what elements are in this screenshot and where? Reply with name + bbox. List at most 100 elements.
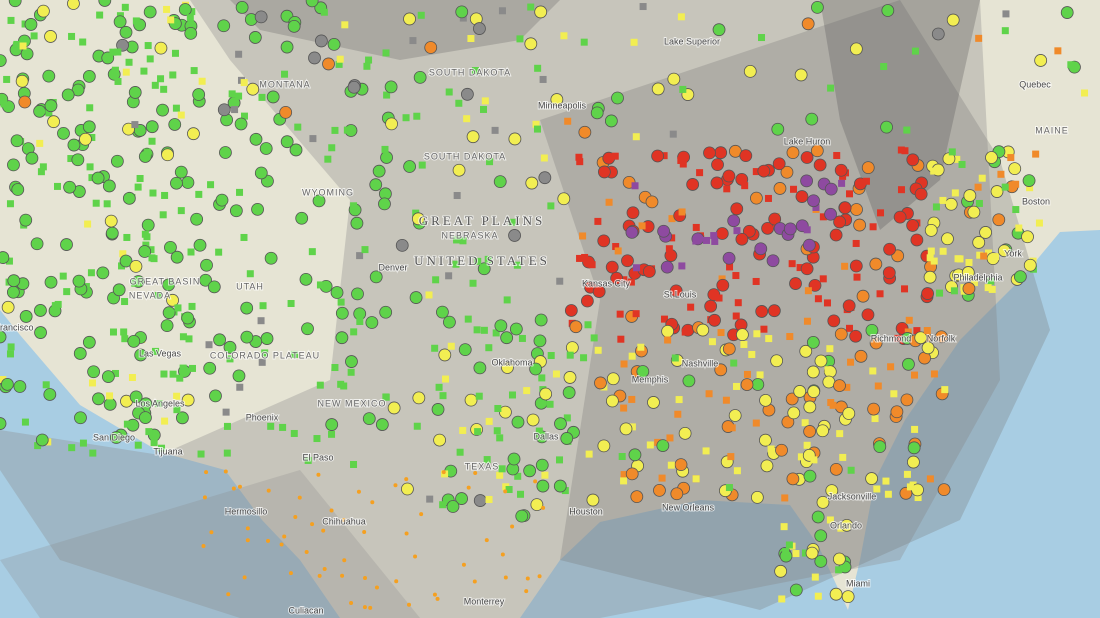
monitor-marker [992,213,1006,227]
monitor-marker [865,472,879,485]
sensor-marker [992,253,1000,261]
sensor-marker [205,341,213,349]
monitor-marker [335,306,349,320]
sensor-marker [123,233,131,241]
sensor-marker [223,449,231,457]
sensor-marker [764,194,772,202]
monitor-marker [34,304,47,317]
sensor-marker [620,404,628,412]
sensor-marker [936,289,944,297]
sensor-marker [464,315,472,323]
monitor-marker [793,385,807,398]
sensor-marker [503,296,511,304]
place-label: UNITED STATES [414,253,550,268]
monitor-marker [523,464,537,478]
sensor-marker [547,352,555,360]
sensor-marker [984,284,992,292]
monitor-marker [840,518,854,532]
monitor-marker [900,393,914,407]
monitor-marker [941,232,954,246]
monitor-marker [109,431,123,444]
monitor-marker [1008,162,1022,176]
sensor-marker [226,355,234,363]
monitor-marker [708,313,721,327]
monitor-marker [170,176,183,190]
monitor-marker [842,299,856,313]
monitor-marker [74,411,87,425]
monitor-marker [535,458,549,472]
monitor-marker [807,194,820,208]
place-label: Nashville [682,358,719,368]
fire-marker [484,538,489,543]
sensor-marker [514,472,522,480]
monitor-marker [854,349,868,363]
sensor-marker [169,370,177,378]
sensor-marker [291,350,299,358]
monitor-marker [625,225,639,239]
sensor-marker [279,423,287,431]
monitor-marker [0,54,7,68]
monitor-marker [873,440,887,454]
sensor-marker [904,328,912,336]
monitor-marker [816,424,830,438]
fire-marker [370,500,375,505]
monitor-marker [670,487,684,501]
sensor-marker [732,312,740,320]
monitor-marker [529,362,543,376]
monitor-marker [967,205,981,219]
monitor-marker [35,433,49,447]
place-label: GREAT PLAINS [419,213,545,228]
sensor-marker [36,139,44,147]
sensor-marker [675,396,683,404]
monitor-marker [25,151,39,165]
monitor-marker [716,278,730,292]
sensor-marker [951,189,959,197]
monitor-marker [280,40,294,54]
sensor-marker [154,292,162,300]
monitor-marker [515,509,529,523]
monitor-marker [564,304,578,317]
monitor-marker [1021,230,1034,244]
sensor-marker [668,215,676,223]
sensor-marker [7,343,15,351]
sensor-marker [839,453,847,461]
monitor-marker [789,583,803,597]
monitor-marker [103,397,117,411]
fire-marker [362,605,367,610]
sensor-marker [240,233,248,241]
sensor-marker [882,477,890,485]
sensor-marker [337,298,345,306]
sensor-marker [140,67,148,75]
monitor-marker [808,278,822,292]
monitor-marker [314,34,328,48]
sensor-marker [741,182,749,190]
monitor-marker [351,287,364,301]
monitor-marker [301,322,314,336]
sensor-marker [953,155,961,163]
sensor-marker [486,158,494,166]
sensor-marker [409,37,417,45]
monitor-marker [156,103,169,117]
monitor-marker [811,510,825,524]
sensor-marker [179,364,187,372]
sensor-marker [913,327,921,335]
sensor-marker [711,237,719,245]
sensor-marker [752,277,760,285]
monitor-marker [436,305,449,319]
sensor-marker [417,11,425,19]
sensor-marker [281,70,289,78]
monitor-marker [907,441,921,455]
place-label: San Diego [93,432,135,442]
sensor-marker [491,126,499,134]
sensor-marker [801,419,809,427]
monitor-marker [674,458,688,472]
sensor-marker [869,223,877,231]
monitor-marker [289,143,303,157]
monitor-marker [869,336,883,350]
monitor-marker [786,472,800,486]
monitor-marker [33,104,47,118]
sensor-marker [1012,206,1020,214]
sensor-marker [350,202,358,210]
fire-marker [473,470,478,475]
monitor-marker [833,379,846,392]
